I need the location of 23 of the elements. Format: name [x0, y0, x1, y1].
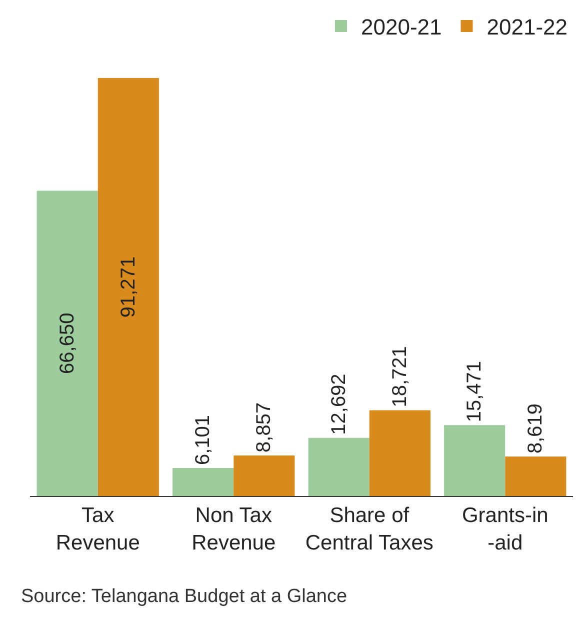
- data-label: 8,857: [253, 402, 276, 452]
- data-label: 18,721: [388, 346, 411, 408]
- bar: [36, 190, 98, 496]
- legend-label: 2020-21: [361, 14, 442, 40]
- x-tick-label: Grants-in-aid: [462, 504, 548, 554]
- data-label: 91,271: [117, 256, 140, 318]
- x-tick-label: Tax Revenue: [56, 504, 140, 554]
- bar: [234, 455, 295, 496]
- bar: [369, 410, 430, 496]
- data-label: 12,692: [328, 374, 350, 435]
- bar: [444, 425, 506, 496]
- x-tick-label: Share of Central Taxes: [305, 504, 434, 554]
- data-label: 6,101: [192, 414, 214, 466]
- source-note: Source: Telangana Budget at a Glance: [21, 586, 348, 607]
- bar: [98, 78, 159, 496]
- data-label: 8,619: [524, 403, 547, 454]
- bar: [505, 456, 566, 496]
- data-label: 15,471: [464, 360, 486, 422]
- bar: [308, 438, 370, 496]
- data-label: 66,650: [56, 312, 78, 374]
- x-tick-label: Non Tax Revenue: [192, 504, 276, 554]
- legend-label: 2021-22: [486, 14, 568, 40]
- bar: [172, 468, 234, 496]
